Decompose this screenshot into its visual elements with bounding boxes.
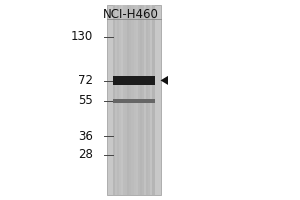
Text: 55: 55 [78,95,93,108]
Bar [123,5,125,195]
Text: NCI-H460: NCI-H460 [103,8,158,21]
Text: 72: 72 [78,74,93,88]
Bar [121,5,123,195]
Polygon shape [160,76,168,85]
Bar [112,5,115,195]
Bar [144,5,146,195]
Bar [150,5,152,195]
Bar [106,5,160,195]
Bar [131,5,134,195]
Bar [136,5,138,195]
Bar [117,5,119,195]
Bar [112,5,154,195]
Bar [112,99,154,103]
Bar [115,5,117,195]
Bar [152,5,154,195]
Bar [140,5,142,195]
Bar [148,5,150,195]
Text: 36: 36 [78,130,93,142]
Bar [134,5,136,195]
Bar [138,5,140,195]
Bar [125,5,127,195]
Bar [142,5,144,195]
Bar [119,5,121,195]
Text: 28: 28 [78,148,93,162]
Bar [112,76,154,85]
Text: 130: 130 [71,30,93,44]
Bar [146,5,148,195]
Bar [127,5,129,195]
Bar [129,5,131,195]
